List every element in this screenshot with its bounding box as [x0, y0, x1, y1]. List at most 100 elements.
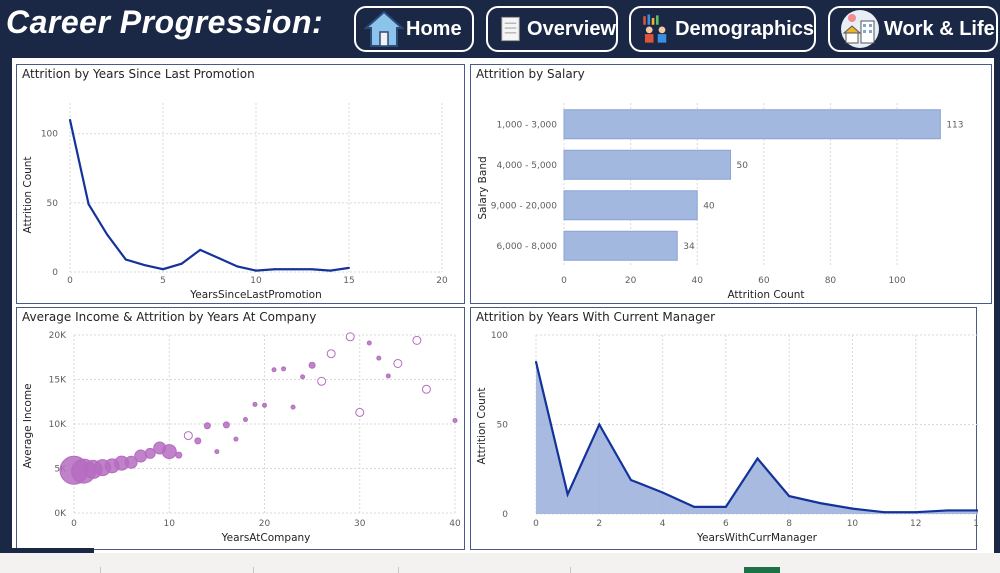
data-point — [535, 360, 537, 363]
y-tick-label: 0 — [502, 510, 508, 520]
salary-bar — [563, 190, 698, 221]
income-bubble — [452, 417, 458, 423]
status-separator — [253, 567, 254, 573]
income-chart-title: Average Income & Attrition by Years At C… — [22, 310, 317, 324]
report-canvas: Attrition by Years Since Last Promotion … — [12, 58, 994, 553]
income-bubble — [393, 358, 403, 368]
income-bubble — [281, 366, 287, 372]
x-tick-label: 20 — [625, 276, 637, 286]
data-point — [329, 269, 332, 272]
promotion-line-chart: YearsSinceLastPromotion Attrition Count … — [22, 103, 448, 301]
status-separator — [100, 567, 101, 573]
data-point — [851, 507, 854, 510]
data-point — [914, 511, 917, 514]
data-point — [883, 511, 886, 514]
page-tab-indicator — [12, 548, 94, 554]
income-bubble — [317, 376, 327, 386]
x-tick-label: 10 — [847, 519, 859, 529]
x-tick-label: 6 — [723, 519, 729, 529]
nav-overview-label: Overview — [527, 17, 616, 40]
income-bubble — [345, 332, 355, 342]
promotion-x-axis-label: YearsSinceLastPromotion — [189, 289, 321, 301]
y-tick-label: 50 — [497, 421, 509, 431]
manager-x-axis-label: YearsWithCurrManager — [696, 532, 818, 544]
x-tick-label: 4 — [660, 519, 666, 529]
x-tick-label: 8 — [786, 519, 792, 529]
data-point — [693, 505, 696, 508]
x-tick-label: 10 — [250, 276, 262, 286]
document-icon — [501, 16, 520, 42]
income-bubble — [300, 374, 306, 380]
status-separator — [398, 567, 399, 573]
salary-attrition-panel[interactable]: Attrition by Salary Attrition Count Sala… — [470, 64, 992, 304]
data-point — [236, 265, 239, 268]
nav-work-life-button[interactable]: Work & Life — [828, 6, 998, 52]
salary-band-label: 1,000 - 3,000 — [497, 120, 558, 130]
data-point — [106, 233, 109, 236]
data-point — [310, 268, 313, 271]
data-point — [273, 268, 276, 271]
income-bubble — [366, 340, 372, 346]
income-bubble — [308, 361, 316, 369]
data-point — [724, 505, 727, 508]
income-bubble — [262, 402, 267, 408]
income-x-axis-label: YearsAtCompany — [221, 532, 311, 544]
data-point — [143, 264, 146, 267]
status-separator — [570, 567, 571, 573]
x-tick-label: 80 — [825, 276, 837, 286]
nav-overview-button[interactable]: Overview — [486, 6, 618, 52]
salary-chart-title: Attrition by Salary — [476, 67, 585, 81]
manager-attrition-panel[interactable]: Attrition by Years With Current Manager … — [470, 307, 978, 550]
x-tick-label: 40 — [691, 276, 703, 286]
x-tick-label: 2 — [596, 519, 602, 529]
income-bubble — [252, 401, 258, 407]
data-point — [946, 509, 949, 512]
income-bubble — [412, 335, 422, 345]
income-bubble — [134, 449, 148, 463]
income-bubble — [175, 451, 183, 459]
salary-band-label: 4,000 - 5,000 — [497, 161, 558, 171]
x-tick-label: 20 — [436, 276, 448, 286]
data-point — [292, 268, 295, 271]
x-tick-label: 0 — [67, 276, 73, 286]
data-point — [348, 266, 350, 269]
income-bubble — [194, 437, 202, 445]
page-title: Career Progression: — [6, 4, 324, 40]
bar-data-label: 50 — [737, 161, 749, 171]
income-bubble — [421, 384, 431, 394]
nav-demographics-label: Demographics — [675, 17, 814, 40]
income-bubble — [222, 421, 230, 429]
status-bar — [0, 553, 1000, 573]
salary-y-axis-label: Salary Band — [477, 156, 489, 219]
income-bubble — [233, 436, 239, 442]
income-bubble — [203, 422, 211, 430]
salary-band-label: 6,000 - 8,000 — [497, 242, 558, 252]
y-tick-label: 10K — [49, 420, 67, 430]
x-tick-label: 40 — [449, 519, 461, 529]
income-bubble — [326, 349, 336, 359]
salary-bar — [563, 109, 941, 140]
income-bubble — [124, 455, 138, 469]
promotion-attrition-panel[interactable]: Attrition by Years Since Last Promotion … — [16, 64, 465, 304]
income-bubble — [183, 431, 193, 441]
x-tick-label: 15 — [343, 276, 354, 286]
promotion-chart-title: Attrition by Years Since Last Promotion — [22, 67, 255, 81]
data-point — [629, 478, 632, 481]
income-attrition-panel[interactable]: Average Income & Attrition by Years At C… — [16, 307, 465, 550]
y-tick-label: 0 — [52, 268, 58, 278]
data-point — [566, 493, 569, 496]
nav-home-button[interactable]: Home — [354, 6, 474, 52]
income-bubble — [355, 407, 365, 417]
nav-demographics-button[interactable]: Demographics — [629, 6, 816, 52]
income-bubble — [242, 417, 248, 423]
promotion-attrition-line — [68, 119, 350, 272]
x-tick-label: 0 — [533, 519, 539, 529]
manager-area-chart: YearsWithCurrManager Attrition Count 0 50… — [476, 331, 978, 544]
x-tick-label: 20 — [259, 519, 271, 529]
salary-x-axis-label: Attrition Count — [727, 289, 804, 301]
x-tick-label: 0 — [71, 519, 77, 529]
data-point — [661, 491, 664, 494]
income-bubble-chart: YearsAtCompany Average Income 0K5K10K15K… — [22, 331, 461, 544]
data-point — [217, 257, 220, 260]
excel-indicator — [744, 567, 780, 573]
